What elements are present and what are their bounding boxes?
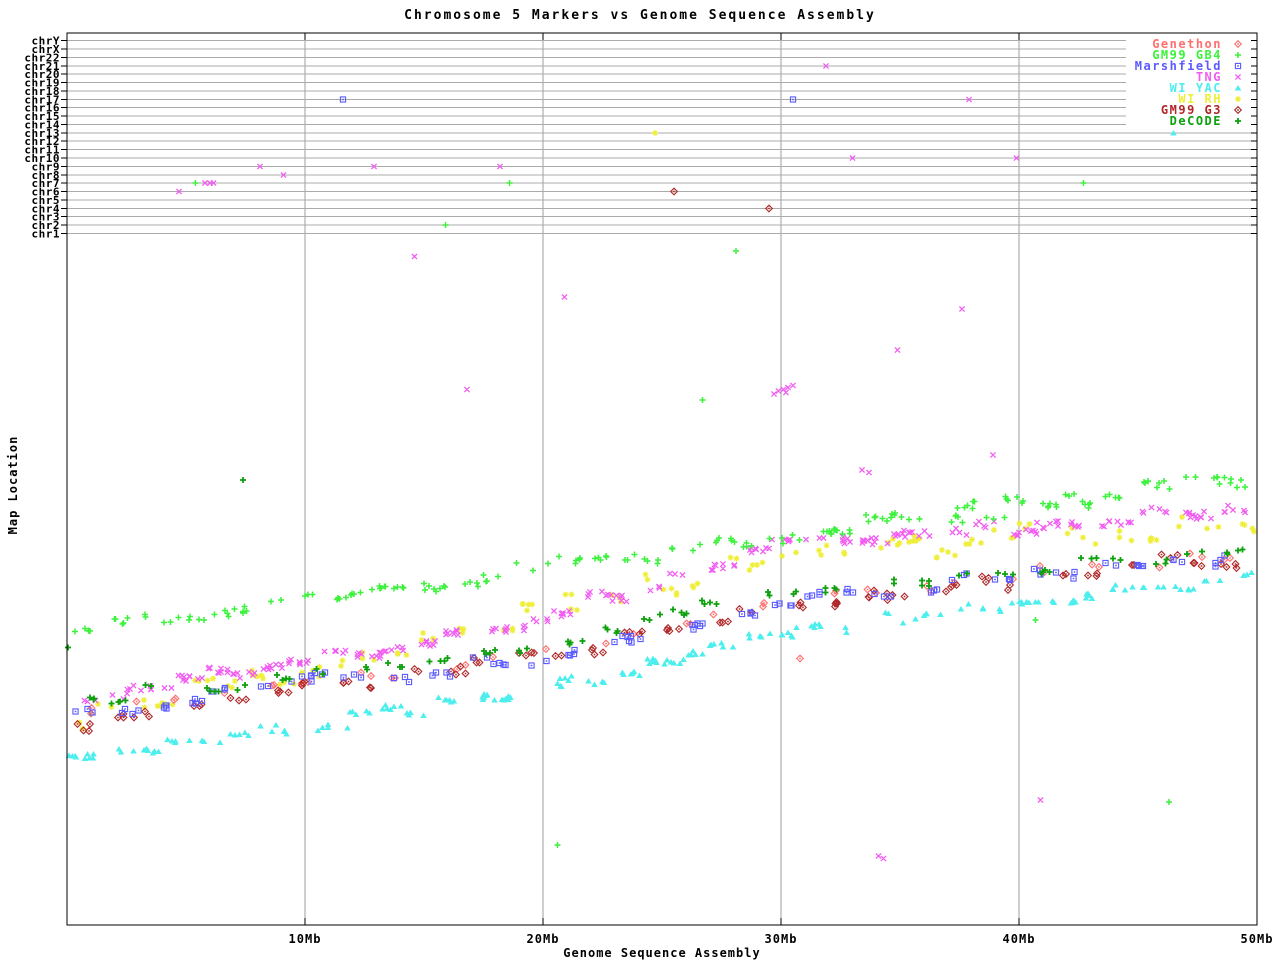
series-point-fills: [90, 552, 1231, 715]
series-points: [73, 187, 1241, 736]
series-points: [72, 96, 1228, 718]
legend-entry-decode: DeCODE: [1170, 114, 1241, 128]
legend-background: [1126, 36, 1254, 128]
legend-label: TNG: [1196, 70, 1222, 84]
legend-symbol-fill: [1237, 43, 1239, 45]
legend-symbol-fill: [1234, 85, 1242, 91]
legend-symbol-fill: [1237, 109, 1239, 111]
chromosome-label: chr8: [32, 169, 61, 182]
x-tick-label: 10Mb: [289, 932, 322, 946]
series-wi-rh: [76, 130, 1257, 732]
series-decode: [65, 477, 1246, 707]
legend-label: WI RH: [1178, 92, 1222, 106]
legend-symbol-fill: [1237, 65, 1239, 67]
chromosome-label: chr22: [24, 51, 60, 64]
legend-label: Marshfield: [1135, 59, 1222, 73]
chromosome-label: chrX: [32, 43, 61, 56]
series-points: [72, 180, 1248, 848]
chromosome-row-labels: chrYchrXchr22chr21chr20chr19chr18chr17ch…: [24, 35, 61, 241]
legend-entry-tng: TNG: [1196, 70, 1242, 84]
series-points: [65, 477, 1246, 707]
series-marshfield: [72, 96, 1228, 718]
x-tick-label: 30Mb: [765, 932, 798, 946]
series-gm99-g3: [73, 187, 1241, 736]
legend-symbol-star-icon: [1235, 96, 1241, 102]
legend-symbol-plus-bold-icon: [1235, 118, 1241, 124]
series-tng: [81, 62, 1249, 862]
chromosome-label: chr7: [32, 177, 61, 190]
series-points: [86, 549, 1235, 718]
legend-label: DeCODE: [1170, 114, 1222, 128]
chromosome-label: chr16: [24, 102, 60, 115]
legend-label: GM99 GB4: [1152, 48, 1222, 62]
chromosome-label: chr19: [24, 77, 60, 90]
legend-symbol-diamond-dot-icon: [1233, 105, 1243, 115]
legend-symbol-square-dot-icon: [1234, 62, 1242, 70]
legend-entry-genethon: Genethon: [1152, 37, 1243, 51]
series-genethon: [86, 549, 1235, 718]
chart-title: Chromosome 5 Markers vs Genome Sequence …: [404, 8, 876, 23]
x-tick-label: 20Mb: [527, 932, 560, 946]
x-tick-label: 40Mb: [1003, 932, 1036, 946]
legend-entry-wi-yac: WI YAC: [1170, 81, 1242, 95]
chromosome-label: chr5: [32, 194, 61, 207]
legend-symbol-cross-icon: [1234, 73, 1242, 81]
chromosome-label: chr9: [32, 160, 61, 173]
chromosome-label: chr13: [24, 127, 60, 140]
chromosome-label: chr15: [24, 110, 60, 123]
series-point-fills: [76, 190, 1238, 732]
chromosome-label: chr4: [32, 202, 61, 215]
series-points: [76, 130, 1257, 732]
series-points: [81, 62, 1249, 862]
legend-label: GM99 G3: [1161, 103, 1222, 117]
legend-entry-wi-rh: WI RH: [1178, 92, 1241, 106]
chromosome-label: chr3: [32, 211, 61, 224]
plot-border-and-ticks: [61, 32, 1258, 926]
plot-border: [66, 32, 1258, 926]
legend-entry-gm99-g3: GM99 G3: [1161, 103, 1243, 117]
chromosome-label: chr2: [32, 219, 61, 232]
chromosome-label: chr14: [24, 118, 60, 131]
legend-entry-marshfield: Marshfield: [1135, 59, 1242, 73]
chromosome-label: chr12: [24, 135, 60, 148]
chromosome-label: chr18: [24, 85, 60, 98]
x-axis-label: Genome Sequence Assembly: [563, 946, 761, 960]
chromosome-label: chr10: [24, 152, 60, 165]
chromosome-label: chrY: [32, 35, 61, 48]
axis-ticks: [61, 33, 1258, 925]
chromosome-label: chr20: [24, 68, 60, 81]
chromosome-row-lines: [67, 40, 1257, 234]
legend-label: WI YAC: [1170, 81, 1222, 95]
chromosome-label: chr6: [32, 186, 61, 199]
legend-label: Genethon: [1152, 37, 1222, 51]
legend-symbol-plus-icon: [1235, 52, 1241, 58]
chromosome-label: chr17: [24, 93, 60, 106]
chromosome-label: chr1: [32, 227, 61, 240]
gridlines: [304, 33, 1020, 925]
legend-symbol-diamond-dot-icon: [1233, 39, 1243, 49]
chromosome-label: chr11: [24, 144, 60, 157]
chromosome-label: chr21: [24, 60, 60, 73]
x-axis-tick-labels: 10Mb 20Mb 30Mb 40Mb 50Mb: [289, 932, 1274, 946]
series-gm99-gb4: [72, 180, 1248, 848]
legend-entry-gm99-gb4: GM99 GB4: [1152, 48, 1241, 62]
x-tick-label: 50Mb: [1241, 932, 1274, 946]
